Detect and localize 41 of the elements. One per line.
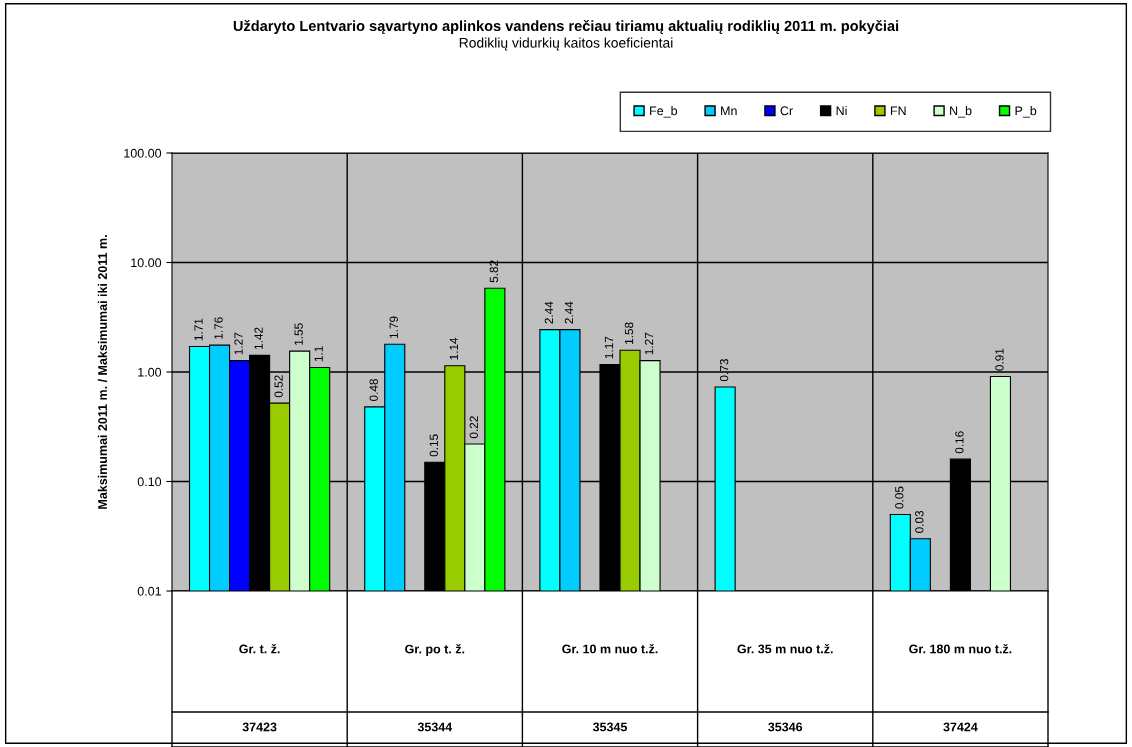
data-label: 0.52 — [274, 375, 283, 398]
data-label: 1.42 — [254, 327, 263, 350]
data-label: 0.22 — [469, 416, 479, 439]
data-label: 0.16 — [955, 431, 964, 454]
data-label: 1.14 — [449, 337, 458, 360]
data-label: 1.17 — [604, 336, 614, 359]
data-label: 1.27 — [644, 332, 654, 355]
legend-label: Cr — [780, 106, 793, 116]
data-label: 1.27 — [234, 332, 243, 355]
category-label: Gr. 10 m nuo t.ž. 35345 — [562, 643, 658, 732]
category-label: Gr. po t. ž. 35344 — [405, 644, 465, 732]
data-label: 0.15 — [429, 434, 438, 457]
y-tick-label: 10.00 — [131, 258, 162, 268]
legend-label: FN — [890, 106, 906, 116]
data-label: 1.58 — [624, 322, 634, 344]
legend-label: Ni — [836, 106, 847, 116]
data-label: 1.76 — [214, 317, 223, 339]
category-label: Gr. t. ž. 37423 — [239, 643, 280, 732]
y-tick-label: 100.00 — [124, 148, 162, 158]
chart-title: Uždaryto Lentvario sąvartyno aplinkos vandens rečiau tiriamų aktualių rodiklių 2011 m. pokyčiai — [233, 20, 899, 34]
y-tick-label: 0.01 — [137, 586, 161, 596]
data-label: 2.44 — [544, 301, 553, 324]
category-label: Gr. 35 m nuo t.ž. 35346 — [737, 643, 833, 732]
legend-label: Fe_b — [650, 106, 678, 118]
y-tick-label: 1.00 — [138, 367, 162, 377]
y-tick-label: 0.10 — [137, 477, 162, 487]
chart-subtitle: Rodiklių vidurkių kaitos koeficientai — [459, 37, 673, 51]
legend-label: N_b — [950, 106, 972, 118]
data-label: 1.79 — [389, 316, 398, 339]
data-label: 2.44 — [564, 301, 574, 324]
data-label: 1.71 — [194, 318, 203, 341]
data-label: 0.05 — [895, 486, 904, 509]
data-label: 0.48 — [369, 379, 378, 402]
legend-label: Mn — [721, 106, 737, 116]
data-label: 1.55 — [294, 323, 303, 345]
y-axis-title: Maksimumai 2011 m. / Maksimumai iki 2011 m. — [97, 235, 108, 509]
data-label: 1.1 — [314, 346, 323, 362]
data-label: 0.03 — [915, 510, 924, 533]
data-label: 0.91 — [995, 348, 1004, 371]
category-label: Gr. 180 m nuo t.ž. 37424 — [909, 643, 1012, 732]
legend-label: P_b — [1015, 106, 1037, 118]
